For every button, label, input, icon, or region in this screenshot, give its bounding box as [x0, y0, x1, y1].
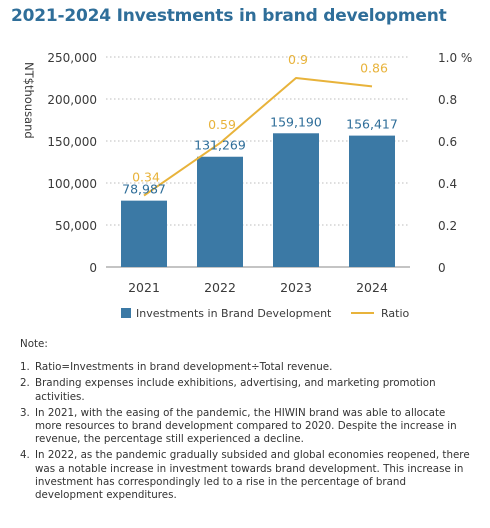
note-item: 3. In 2021, with the easing of the pande… — [20, 407, 475, 447]
notes: Note: 1. Ratio=Investments in brand deve… — [20, 338, 475, 505]
notes-title: Note: — [20, 338, 48, 350]
ratio-label: 0.59 — [208, 117, 236, 132]
note-item: 4. In 2022, as the pandemic gradually su… — [20, 449, 475, 502]
ratio-label: 0.9 — [288, 52, 308, 67]
bar — [273, 133, 319, 267]
legend-line-label: Ratio — [381, 307, 410, 320]
ratio-label: 0.34 — [132, 170, 160, 185]
note-number: 2. — [20, 377, 30, 390]
bar-value-label: 156,417 — [346, 117, 398, 132]
y-right-tick-label: 0.4 — [438, 177, 457, 191]
note-text: Ratio=Investments in brand development÷T… — [35, 361, 333, 374]
y-tick-label: 250,000 — [47, 51, 97, 65]
bar-value-label: 78,987 — [122, 182, 166, 197]
note-item: 2. Branding expenses include exhibitions… — [20, 377, 475, 403]
note-item: 1. Ratio=Investments in brand developmen… — [20, 361, 475, 374]
y-right-tick-label: 1.0 % — [438, 51, 472, 65]
y-tick-label: 50,000 — [55, 219, 97, 233]
bar-value-label: 159,190 — [270, 114, 322, 129]
y-tick-label: 200,000 — [47, 93, 97, 107]
note-number: 1. — [20, 361, 30, 374]
bar — [197, 156, 243, 267]
note-number: 4. — [20, 449, 30, 462]
x-tick-label: 2022 — [204, 280, 236, 295]
y-right-tick-label: 0.8 — [438, 93, 457, 107]
chart: 250,000 1.0 % 200,000 0.8 150,000 0.6 100,000 0… — [22, 51, 472, 320]
ratio-line — [143, 77, 373, 197]
legend-bar-label: Investments in Brand Development — [136, 307, 332, 320]
note-text: In 2022, as the pandemic gradually subsi… — [35, 449, 470, 502]
y-right-tick-label: 0.2 — [438, 219, 457, 233]
x-tick-label: 2021 — [128, 280, 160, 295]
legend-bar-swatch — [121, 308, 131, 318]
y-right-tick-label: 0 — [438, 261, 446, 275]
chart-title: 2021-2024 Investments in brand developme… — [11, 6, 447, 26]
ratio-label: 0.86 — [360, 60, 388, 75]
note-number: 3. — [20, 406, 30, 419]
bar — [349, 135, 395, 267]
y-tick-label: 150,000 — [47, 135, 97, 149]
note-text: In 2021, with the easing of the pandemic… — [35, 406, 457, 446]
notes-list: 1. Ratio=Investments in brand developmen… — [20, 361, 475, 502]
bar-value-label: 131,269 — [194, 138, 246, 153]
note-text: Branding expenses include exhibitions, a… — [35, 377, 436, 403]
bar — [121, 200, 167, 267]
y-right-tick-label: 0.6 — [438, 135, 457, 149]
y-axis-title: NT$thousand — [22, 62, 36, 139]
x-tick-label: 2024 — [356, 280, 388, 295]
x-tick-label: 2023 — [280, 280, 312, 295]
y-tick-label: 100,000 — [47, 177, 97, 191]
y-tick-label: 0 — [89, 261, 97, 275]
